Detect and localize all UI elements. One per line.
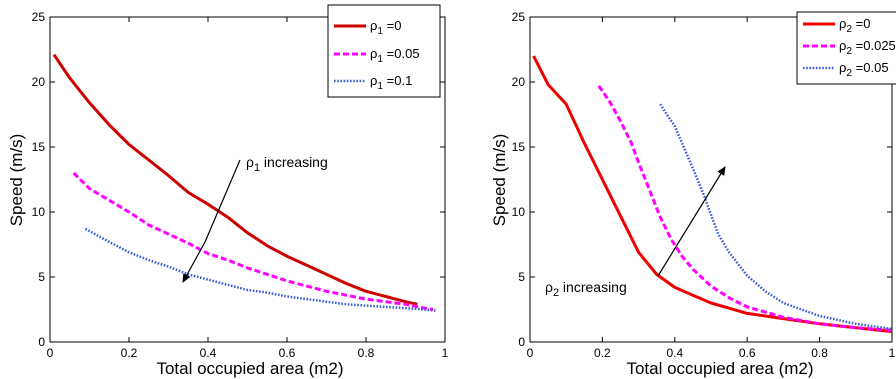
- series-line-3: [659, 103, 893, 331]
- y-tick: 15: [32, 140, 445, 154]
- annotation-label-text: increasing: [260, 154, 328, 170]
- annotation-label-subscript: 2: [553, 287, 559, 299]
- x-tick-label: 0: [47, 346, 54, 360]
- legend-label-1: ρ2 =0: [839, 16, 870, 35]
- legend-label-3-text: =0.05: [852, 60, 889, 75]
- y-tick: 5: [38, 270, 445, 284]
- y-tick: 0: [518, 335, 892, 349]
- legend-label-2: ρ1 =0.05: [370, 46, 420, 65]
- legend-label-3: ρ2 =0.05: [839, 60, 889, 79]
- x-tick: 0: [47, 17, 54, 360]
- annotation-label-symbol: ρ: [545, 279, 553, 295]
- y-tick-label: 25: [512, 10, 526, 24]
- legend-label-1-subscript: 1: [377, 26, 383, 37]
- series-line-3: [84, 227, 438, 313]
- legend-label-2-subscript: 1: [377, 54, 383, 65]
- legend-label-3-subscript: 1: [377, 81, 383, 92]
- y-tick: 10: [512, 205, 892, 219]
- x-tick-label: 0.4: [200, 346, 217, 360]
- x-tick-label: 0.4: [666, 346, 683, 360]
- x-tick-label: 0.6: [739, 346, 756, 360]
- legend-label-1-text: =0: [383, 18, 401, 33]
- y-tick-label: 5: [38, 270, 45, 284]
- legend-label-2-text: =0.05: [383, 46, 420, 61]
- annotation-arrow: [657, 166, 726, 277]
- legend-label-3-symbol: ρ: [370, 73, 377, 88]
- legend-label-2-subscript: 2: [846, 46, 852, 57]
- plot-frame: [529, 16, 893, 343]
- y-tick-label: 25: [32, 10, 46, 24]
- y-axis-title: Speed (m/s): [7, 134, 26, 227]
- x-tick-label: 1: [442, 346, 449, 360]
- y-tick-label: 5: [518, 270, 525, 284]
- legend-label-1-symbol: ρ: [370, 18, 377, 33]
- legend-label-2: ρ2 =0.025: [839, 38, 896, 57]
- legend-box: [327, 4, 441, 98]
- annotation-label-subscript: 1: [254, 162, 260, 174]
- x-tick: 0.4: [666, 17, 683, 360]
- x-axis-title: Total occupied area (m2): [156, 359, 343, 378]
- y-tick: 25: [32, 10, 445, 24]
- plot-frame: [49, 16, 446, 343]
- legend-label-3-subscript: 2: [846, 68, 852, 79]
- legend-label-1-text: =0: [852, 16, 870, 31]
- y-tick-label: 10: [32, 205, 46, 219]
- x-tick: 0: [527, 17, 534, 360]
- legend-label-2-symbol: ρ: [839, 38, 846, 53]
- x-tick-label: 0: [527, 346, 534, 360]
- legend-label-2-text: =0.025: [852, 38, 896, 53]
- legend-label-1-symbol: ρ: [839, 16, 846, 31]
- y-tick-label: 10: [512, 205, 526, 219]
- legend-label-3-text: =0.1: [383, 73, 412, 88]
- y-tick-label: 15: [32, 140, 46, 154]
- x-tick-label: 0.6: [279, 346, 296, 360]
- y-tick: 20: [32, 75, 445, 89]
- y-tick: 5: [518, 270, 892, 284]
- x-tick-label: 0.8: [358, 346, 375, 360]
- legend-label-1: ρ1 =0: [370, 18, 401, 37]
- legend-label-3-symbol: ρ: [839, 60, 846, 75]
- x-tick-label: 0.8: [811, 346, 828, 360]
- y-axis-title: Speed (m/s): [490, 134, 509, 227]
- x-tick-label: 0.2: [121, 346, 138, 360]
- legend-label-3: ρ1 =0.1: [370, 73, 412, 92]
- x-tick: 1: [442, 17, 449, 360]
- series-line-1: [532, 55, 893, 334]
- legend-label-1-subscript: 2: [846, 24, 852, 35]
- annotation-arrow: [204, 159, 241, 243]
- annotation-label-text: increasing: [559, 279, 627, 295]
- x-tick-label: 0.2: [594, 346, 611, 360]
- x-tick: 0.6: [279, 17, 296, 360]
- y-tick-label: 0: [518, 335, 525, 349]
- x-tick: 0.2: [594, 17, 611, 360]
- y-tick: 15: [512, 140, 892, 154]
- series-line-2: [72, 171, 434, 311]
- y-tick: 10: [32, 205, 445, 219]
- annotation-label-symbol: ρ: [246, 154, 254, 170]
- legend-label-2-symbol: ρ: [370, 46, 377, 61]
- annotation-label: ρ2 increasing: [545, 279, 627, 299]
- y-tick-label: 20: [512, 75, 526, 89]
- annotation-arrow-lower: [182, 241, 206, 283]
- x-tick-label: 1: [889, 346, 896, 360]
- x-tick: 0.6: [739, 17, 756, 360]
- series-line-1: [52, 53, 418, 306]
- y-tick-label: 20: [32, 75, 46, 89]
- y-tick: 0: [38, 335, 445, 349]
- y-tick-label: 0: [38, 335, 45, 349]
- x-axis-title: Total occupied area (m2): [626, 359, 813, 378]
- series-line-2: [597, 85, 893, 332]
- x-tick: 0.4: [200, 17, 217, 360]
- y-tick-label: 15: [512, 140, 526, 154]
- annotation-label: ρ1 increasing: [246, 154, 328, 174]
- x-tick: 0.2: [121, 17, 138, 360]
